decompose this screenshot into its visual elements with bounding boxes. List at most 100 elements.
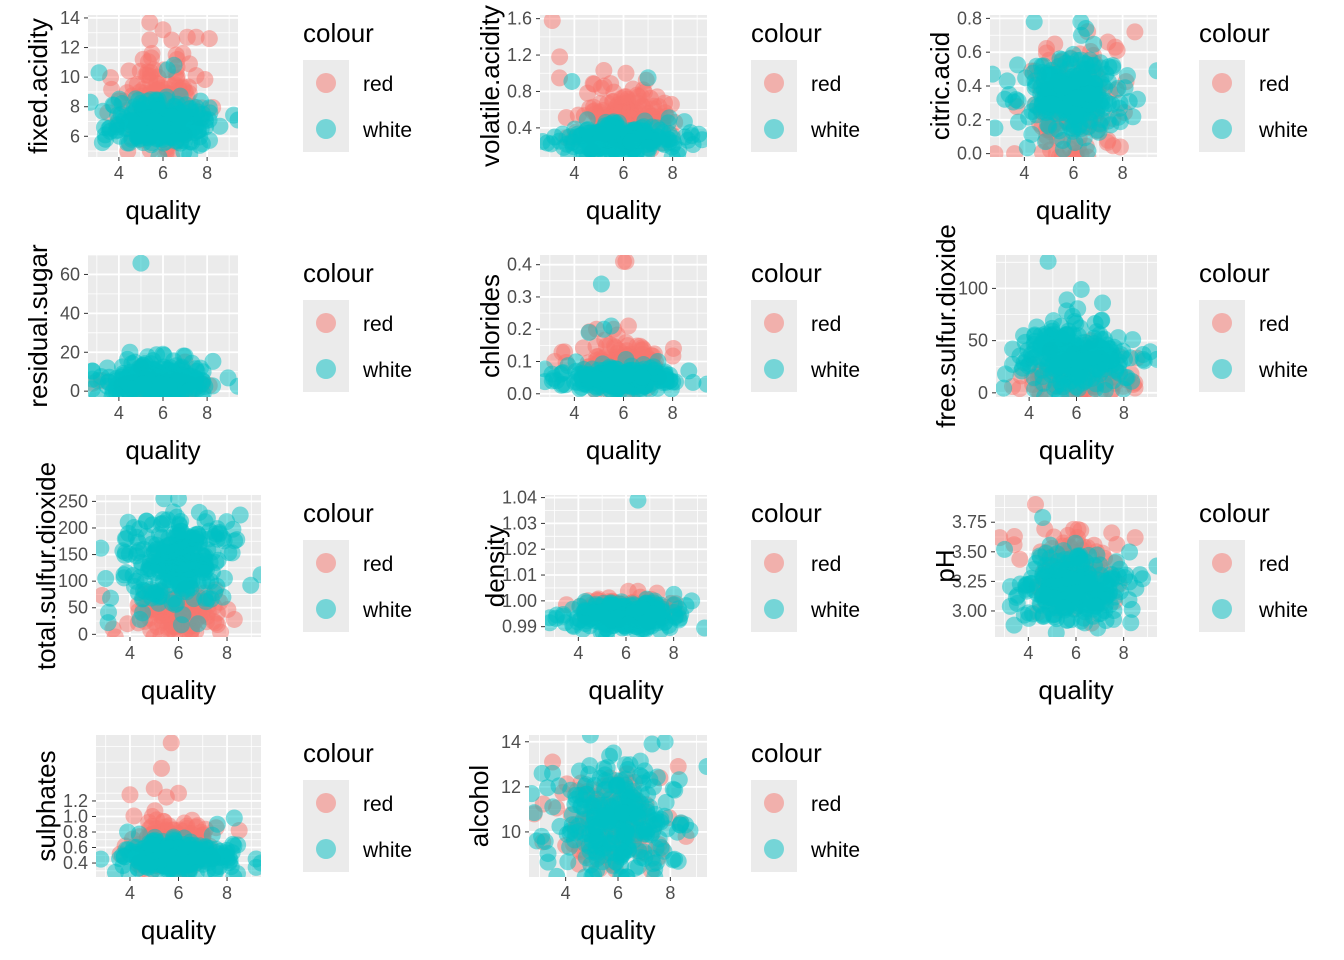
point-white bbox=[1124, 331, 1142, 349]
point-white bbox=[696, 619, 707, 637]
point-white bbox=[668, 823, 686, 841]
point-white bbox=[159, 537, 177, 555]
point-white bbox=[167, 132, 185, 150]
scatter-panel-total.sulfur.dioxide: 4 6 8050100150200250qualitytotal.sulfur.di… bbox=[31, 462, 412, 705]
x-tick-label: 8 bbox=[202, 163, 212, 183]
point-red bbox=[1072, 522, 1090, 539]
point-white bbox=[1080, 110, 1098, 128]
point-white bbox=[218, 841, 236, 859]
point-red bbox=[153, 613, 171, 631]
legend-title: colour bbox=[751, 498, 822, 528]
point-white bbox=[698, 375, 707, 393]
legend-label-white: white bbox=[1258, 359, 1308, 382]
legend-swatch-red bbox=[316, 313, 336, 333]
legend-swatch-white bbox=[764, 119, 784, 139]
point-white bbox=[1032, 327, 1050, 345]
x-tick-label: 4 bbox=[114, 403, 124, 423]
point-red bbox=[141, 15, 159, 31]
y-tick-label: 1.01 bbox=[502, 565, 537, 585]
y-axis-title: citric.acid bbox=[925, 32, 955, 140]
x-tick-label: 8 bbox=[1118, 163, 1128, 183]
y-tick-label: 12 bbox=[60, 38, 80, 58]
point-red bbox=[1126, 529, 1144, 547]
point-red bbox=[585, 75, 603, 93]
x-tick-label: 8 bbox=[222, 883, 232, 903]
points-layer bbox=[96, 495, 261, 637]
point-white bbox=[1148, 557, 1157, 575]
point-white bbox=[97, 130, 115, 148]
x-axis-title: quality bbox=[1038, 675, 1113, 705]
point-red bbox=[1106, 38, 1124, 56]
y-tick-label: 0.4 bbox=[507, 118, 532, 138]
point-white bbox=[546, 128, 564, 146]
point-white bbox=[624, 782, 642, 800]
x-tick-label: 6 bbox=[173, 643, 183, 663]
legend-label-red: red bbox=[1259, 313, 1289, 336]
point-white bbox=[174, 532, 192, 550]
point-red bbox=[225, 610, 243, 628]
point-white bbox=[563, 72, 581, 90]
x-axis-title: quality bbox=[588, 675, 663, 705]
legend-swatch-red bbox=[316, 553, 336, 573]
point-white bbox=[136, 574, 154, 592]
point-white bbox=[629, 808, 647, 826]
point-white bbox=[1054, 140, 1072, 157]
point-white bbox=[200, 853, 218, 871]
point-white bbox=[1053, 375, 1071, 393]
point-white bbox=[1001, 597, 1019, 615]
point-white bbox=[617, 868, 635, 877]
point-red bbox=[619, 317, 637, 335]
point-white bbox=[1081, 85, 1099, 103]
point-red bbox=[121, 786, 139, 804]
legend-swatch-white bbox=[316, 359, 336, 379]
point-white bbox=[231, 506, 249, 524]
point-white bbox=[1033, 57, 1051, 75]
point-white bbox=[1120, 591, 1138, 609]
point-white bbox=[168, 594, 186, 612]
x-tick-label: 8 bbox=[222, 643, 232, 663]
y-tick-label: 50 bbox=[68, 598, 88, 618]
legend-swatch-red bbox=[316, 793, 336, 813]
point-white bbox=[172, 366, 190, 384]
y-tick-label: 1.6 bbox=[507, 9, 532, 29]
point-red bbox=[163, 31, 181, 49]
point-white bbox=[596, 766, 614, 784]
legend-title: colour bbox=[303, 18, 374, 48]
scatter-panel-pH: 4 6 83.003.253.503.75qualitypHcolourredwhi… bbox=[930, 495, 1308, 705]
x-tick-label: 8 bbox=[669, 643, 679, 663]
x-tick-label: 4 bbox=[573, 643, 583, 663]
point-white bbox=[122, 363, 140, 381]
point-white bbox=[94, 102, 112, 120]
point-white bbox=[190, 503, 208, 521]
point-red bbox=[1011, 380, 1029, 397]
legend-label-red: red bbox=[363, 313, 393, 336]
legend-swatch-white bbox=[316, 839, 336, 859]
point-white bbox=[577, 776, 595, 794]
point-red bbox=[200, 30, 218, 48]
legend-swatch-white bbox=[764, 359, 784, 379]
point-white bbox=[176, 347, 194, 365]
point-white bbox=[1005, 616, 1023, 634]
point-red bbox=[1011, 550, 1029, 568]
point-white bbox=[1054, 351, 1072, 369]
point-white bbox=[1067, 584, 1085, 602]
point-white bbox=[166, 855, 184, 873]
point-white bbox=[1022, 569, 1040, 587]
point-red bbox=[162, 735, 180, 752]
point-white bbox=[139, 855, 157, 873]
y-tick-label: 3.00 bbox=[952, 601, 987, 621]
point-white bbox=[559, 853, 577, 871]
point-white bbox=[1018, 139, 1036, 157]
y-axis-title: pH bbox=[930, 549, 960, 582]
point-white bbox=[592, 275, 610, 293]
point-white bbox=[150, 148, 168, 157]
point-white bbox=[202, 590, 220, 608]
point-white bbox=[1025, 15, 1043, 31]
point-white bbox=[1122, 614, 1140, 632]
point-white bbox=[1087, 597, 1105, 615]
point-white bbox=[576, 615, 594, 633]
